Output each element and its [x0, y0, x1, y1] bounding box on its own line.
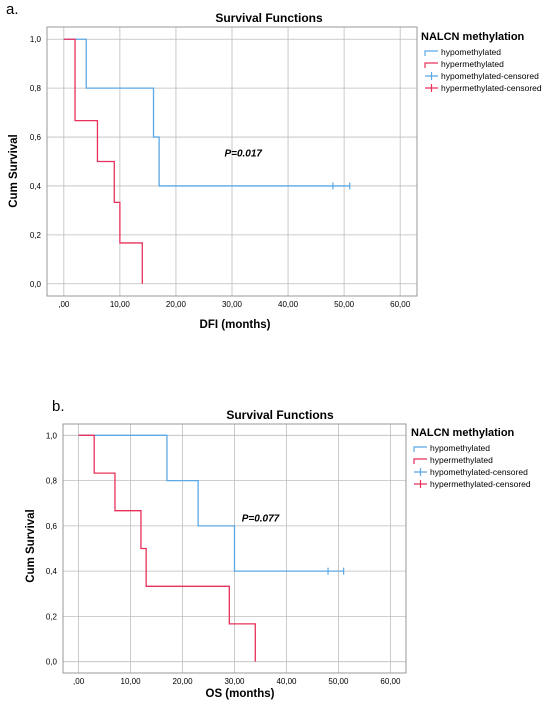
y-tick-label: 0,4 — [46, 567, 58, 576]
legend-title: NALCN methylation — [421, 31, 525, 43]
legend-title: NALCN methylation — [411, 427, 515, 439]
y-tick-labels: 0,0 0,2 0,4 0,6 0,8 1,0 — [30, 35, 42, 289]
legend-swatch — [414, 480, 427, 488]
x-tick-label: 30,00 — [224, 677, 245, 686]
plot-frame — [46, 26, 418, 297]
x-tick-label: 50,00 — [334, 300, 355, 309]
x-tick-label: 40,00 — [278, 300, 299, 309]
legend-label: hypomethylated — [430, 443, 490, 453]
legend: NALCN methylation hypomethylated hyperme… — [411, 427, 531, 489]
x-tick-label: 30,00 — [222, 300, 243, 309]
legend-swatch — [424, 50, 438, 56]
y-tick-label: 1,0 — [30, 35, 42, 44]
curve-hypermethylated — [63, 38, 143, 284]
legend-item-hypomethylated: hypomethylated — [424, 47, 501, 57]
legend-item-hypomethylated-censored: hypomethylated-censored — [425, 71, 539, 81]
chart-title: Survival Functions — [215, 11, 323, 25]
plot-frame — [62, 423, 407, 674]
curve-hypomethylated — [78, 434, 344, 572]
y-tick-label: 0,6 — [30, 133, 42, 142]
x-tick-label: 10,00 — [110, 300, 131, 309]
legend-label: hypomethylated-censored — [441, 71, 539, 81]
y-tick-label: 0,8 — [46, 477, 58, 486]
legend-swatch — [425, 84, 438, 92]
legend-swatch — [425, 72, 438, 80]
legend-label: hypermethylated-censored — [430, 479, 531, 489]
x-tick-label: 20,00 — [166, 300, 187, 309]
legend-label: hypermethylated — [441, 59, 504, 69]
legend-item-hypomethylated-censored: hypomethylated-censored — [414, 467, 528, 477]
p-value-annotation: P=0.077 — [242, 513, 280, 524]
y-tick-label: 0,4 — [30, 182, 42, 191]
curve-hypomethylated — [63, 38, 350, 187]
panel-a: a. Survival Functions Cum Survival DFI (… — [6, 1, 542, 331]
chart-title: Survival Functions — [226, 408, 334, 422]
gridlines — [63, 424, 406, 673]
x-tick-label: ,00 — [58, 300, 70, 309]
survival-curves — [78, 434, 345, 662]
x-tick-label: 50,00 — [328, 677, 349, 686]
legend-label: hypomethylated-censored — [430, 467, 528, 477]
legend-swatch — [424, 62, 438, 68]
y-tick-label: 0,0 — [30, 280, 42, 289]
legend-item-hypermethylated: hypermethylated — [424, 59, 504, 69]
x-tick-label: 40,00 — [276, 677, 297, 686]
legend-item-hypomethylated: hypomethylated — [413, 443, 490, 453]
legend: NALCN methylation hypomethylated hyperme… — [421, 31, 542, 93]
legend-item-hypermethylated-censored: hypermethylated-censored — [414, 479, 531, 489]
legend-item-hypermethylated: hypermethylated — [413, 455, 493, 465]
y-tick-label: 0,8 — [30, 84, 42, 93]
panel-label: b. — [52, 398, 65, 415]
x-tick-labels: ,00 10,00 20,00 30,00 40,00 50,00 60,00 — [73, 677, 401, 686]
y-axis-label: Cum Survival — [25, 509, 37, 583]
legend-swatch — [413, 446, 427, 452]
curve-hypermethylated — [78, 434, 256, 662]
y-axis-label: Cum Survival — [8, 134, 20, 208]
x-tick-label: 60,00 — [380, 677, 401, 686]
x-tick-label: 20,00 — [173, 677, 194, 686]
x-tick-label: 60,00 — [390, 300, 411, 309]
legend-label: hypermethylated-censored — [441, 83, 542, 93]
legend-item-hypermethylated-censored: hypermethylated-censored — [425, 83, 542, 93]
y-tick-label: 0,6 — [46, 522, 58, 531]
x-tick-labels: ,00 10,00 20,00 30,00 40,00 50,00 60,00 — [58, 300, 410, 309]
legend-swatch — [413, 458, 427, 464]
x-tick-label: 10,00 — [121, 677, 142, 686]
survival-curves — [63, 38, 351, 284]
y-tick-label: 0,2 — [30, 231, 42, 240]
legend-label: hypermethylated — [430, 455, 493, 465]
legend-label: hypomethylated — [441, 47, 501, 57]
x-axis-label: DFI (months) — [200, 319, 271, 331]
y-tick-label: 0,0 — [46, 658, 58, 667]
x-axis-label: OS (months) — [206, 688, 275, 700]
x-tick-label: ,00 — [73, 677, 85, 686]
panel-b: b. Survival Functions Cum Survival OS (m… — [25, 398, 531, 700]
y-tick-label: 0,2 — [46, 612, 58, 621]
legend-swatch — [414, 468, 427, 476]
p-value-annotation: P=0.017 — [224, 149, 262, 160]
y-tick-label: 1,0 — [46, 431, 58, 440]
y-tick-labels: 0,0 0,2 0,4 0,6 0,8 1,0 — [46, 431, 58, 666]
panel-label: a. — [6, 1, 19, 18]
